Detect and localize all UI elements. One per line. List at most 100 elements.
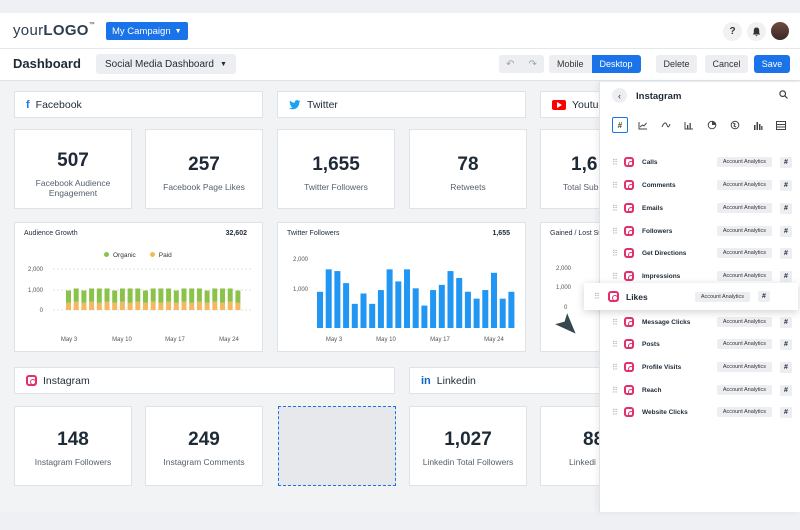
number-icon[interactable]: #	[780, 406, 792, 418]
search-icon[interactable]	[779, 90, 788, 102]
bar-twitter	[404, 269, 410, 328]
twitter-followers-chart[interactable]: Twitter Followers 1,655 1,000 2,000 May 3 M…	[277, 222, 526, 352]
bar-paid	[181, 301, 187, 310]
bar-paid	[227, 301, 233, 310]
cancel-button[interactable]: Cancel	[705, 55, 748, 73]
bar-paid	[220, 302, 225, 310]
drag-handle-icon[interactable]: ⠿	[612, 385, 618, 395]
bar-widget-icon[interactable]	[681, 117, 697, 133]
stat-card[interactable]: 78 Retweets	[409, 129, 527, 209]
drop-placeholder[interactable]	[278, 406, 396, 486]
y-tick-label: 1,000	[556, 285, 572, 291]
line-widget-icon[interactable]	[658, 117, 674, 133]
facebook-section-header[interactable]: f Facebook	[14, 91, 263, 118]
redo-icon[interactable]: ↷	[528, 58, 537, 70]
back-icon[interactable]: ‹	[612, 88, 627, 103]
twitter-section-header[interactable]: Twitter	[277, 91, 526, 118]
drag-handle-icon[interactable]: ⠿	[612, 317, 618, 327]
stat-value: 249	[188, 429, 220, 450]
drag-handle-icon[interactable]: ⠿	[612, 362, 618, 372]
metric-row[interactable]: ⠿ Comments Account Analytics #	[612, 177, 792, 193]
number-icon[interactable]: #	[780, 361, 792, 373]
globe-widget-icon[interactable]	[727, 117, 743, 133]
audience-growth-chart[interactable]: Audience Growth 32,602 Organic Paid 0 1,0…	[14, 222, 263, 352]
metric-row[interactable]: ⠿ Website Clicks Account Analytics #	[612, 404, 792, 420]
save-button[interactable]: Save	[754, 55, 790, 73]
drag-handle-icon[interactable]: ⠿	[612, 226, 618, 236]
drag-handle-icon[interactable]: ⠿	[612, 248, 618, 258]
drag-handle-icon[interactable]: ⠿	[612, 407, 618, 417]
stat-value: 1,027	[444, 429, 492, 450]
stat-card[interactable]: 257 Facebook Page Likes	[145, 129, 263, 209]
bar-organic	[196, 288, 202, 302]
metric-row[interactable]: ⠿ Get Directions Account Analytics #	[612, 245, 792, 261]
stat-card[interactable]: 88 Linkedi	[540, 406, 610, 486]
chart-title: Audience Growth	[24, 230, 78, 237]
metric-row[interactable]: ⠿ Profile Visits Account Analytics #	[612, 359, 792, 375]
instagram-icon	[624, 407, 634, 417]
dashboard-select[interactable]: Social Media Dashboard ▼	[96, 54, 236, 74]
pie-widget-icon[interactable]	[704, 117, 720, 133]
number-icon[interactable]: #	[780, 179, 792, 191]
drag-handle-icon[interactable]: ⠿	[594, 292, 600, 301]
metric-name: Message Clicks	[642, 318, 691, 326]
undo-icon[interactable]: ↶	[506, 58, 515, 70]
instagram-section-header[interactable]: Instagram	[14, 367, 395, 394]
metric-name: Posts	[642, 340, 660, 348]
trend-widget-icon[interactable]	[635, 117, 651, 133]
metric-row[interactable]: ⠿ Message Clicks Account Analytics #	[612, 314, 792, 330]
number-icon[interactable]: #	[780, 156, 792, 168]
number-widget-icon[interactable]: #	[612, 117, 628, 133]
bar-twitter	[421, 305, 428, 328]
stat-card[interactable]: 1,027 Linkedin Total Followers	[409, 406, 527, 486]
column-widget-icon[interactable]	[750, 117, 766, 133]
delete-button[interactable]: Delete	[656, 55, 697, 73]
help-icon[interactable]: ?	[723, 22, 742, 41]
stat-label: Total Sub	[563, 182, 599, 192]
dragging-metric-likes[interactable]: ⠿ Likes Account Analytics #	[584, 283, 798, 310]
bar-organic	[89, 288, 95, 302]
drag-handle-icon[interactable]: ⠿	[612, 203, 618, 213]
number-icon[interactable]: #	[780, 316, 792, 328]
stat-card[interactable]: 249 Instagram Comments	[145, 406, 263, 486]
metric-row[interactable]: ⠿ Impressions Account Analytics #	[612, 268, 792, 284]
stat-card[interactable]: 1,6 Total Sub	[540, 129, 610, 209]
mobile-view-button[interactable]: Mobile	[549, 55, 592, 73]
campaign-dropdown[interactable]: My Campaign ▼	[106, 22, 188, 40]
desktop-view-button[interactable]: Desktop	[591, 55, 641, 73]
number-icon[interactable]: #	[780, 247, 792, 259]
number-icon[interactable]: #	[780, 225, 792, 237]
table-widget-icon[interactable]	[773, 117, 789, 133]
metric-name: Comments	[642, 181, 676, 189]
metric-row[interactable]: ⠿ Followers Account Analytics #	[612, 223, 792, 239]
drag-handle-icon[interactable]: ⠿	[612, 271, 618, 281]
linkedin-icon: in	[421, 374, 431, 387]
instagram-icon	[624, 226, 634, 236]
number-icon[interactable]: #	[780, 384, 792, 396]
number-icon[interactable]: #	[780, 338, 792, 350]
metric-row[interactable]: ⠿ Calls Account Analytics #	[612, 154, 792, 170]
avatar[interactable]	[771, 22, 789, 40]
youtube-section-header[interactable]: Youtub	[540, 91, 610, 118]
y-tick-label: 2,000	[293, 257, 309, 263]
bar-organic	[81, 290, 87, 303]
toolbar: Dashboard Social Media Dashboard ▼ ↶ ↷ Mo…	[0, 49, 800, 81]
stat-card[interactable]: 148 Instagram Followers	[14, 406, 132, 486]
stat-card[interactable]: 1,655 Twitter Followers	[277, 129, 395, 209]
stat-card[interactable]: 507 Facebook Audience Engagement	[14, 129, 132, 209]
metric-row[interactable]: ⠿ Reach Account Analytics #	[612, 382, 792, 398]
youtube-icon	[552, 99, 566, 110]
bell-icon[interactable]	[747, 22, 766, 41]
metric-row[interactable]: ⠿ Posts Account Analytics #	[612, 336, 792, 352]
logo[interactable]: yourLOGO™	[13, 22, 96, 39]
number-icon[interactable]: #	[780, 202, 792, 214]
number-icon[interactable]: #	[758, 291, 770, 302]
drag-handle-icon[interactable]: ⠿	[612, 157, 618, 167]
number-icon[interactable]: #	[780, 270, 792, 282]
linkedin-section-header[interactable]: in Linkedin	[409, 367, 610, 394]
bar-paid	[119, 301, 125, 310]
drag-handle-icon[interactable]: ⠿	[612, 339, 618, 349]
metric-row[interactable]: ⠿ Emails Account Analytics #	[612, 200, 792, 216]
metric-tag: Account Analytics	[716, 317, 772, 327]
drag-handle-icon[interactable]: ⠿	[612, 180, 618, 190]
